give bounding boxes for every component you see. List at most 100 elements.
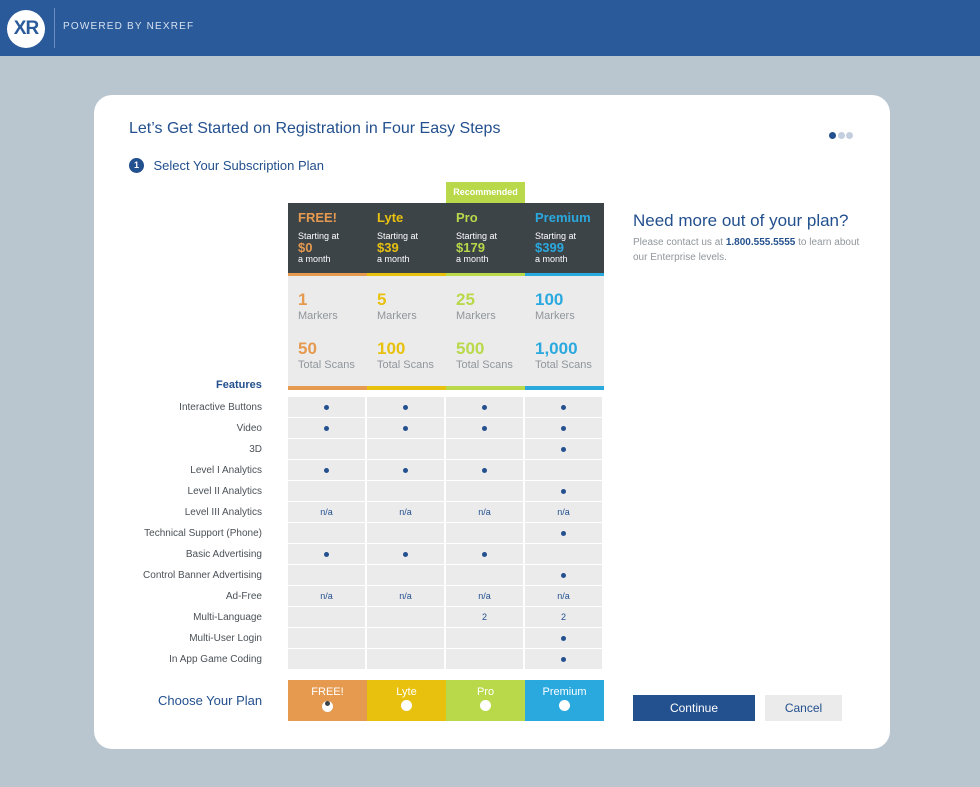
feature-label: Level III Analytics xyxy=(184,507,262,518)
feature-cell xyxy=(525,397,602,417)
feature-cell xyxy=(367,523,444,543)
enterprise-text-before: Please contact us at xyxy=(633,237,726,248)
plan-period: a month xyxy=(298,254,331,264)
feature-label: Video xyxy=(236,423,262,434)
plan-scans-count: 100 xyxy=(377,339,406,358)
feature-cell xyxy=(525,565,602,585)
feature-cell xyxy=(288,460,365,480)
feature-row: Video xyxy=(94,418,890,439)
feature-label: Interactive Buttons xyxy=(179,402,262,413)
plan-scans-label: Total Scans xyxy=(377,359,434,371)
plan-accent-bar xyxy=(288,273,367,276)
feature-row: Control Banner Advertising xyxy=(94,565,890,586)
plan-radio[interactable] xyxy=(480,700,491,711)
contact-phone[interactable]: 1.800.555.5555 xyxy=(725,237,796,248)
feature-cell: n/a xyxy=(367,502,444,522)
plan-accent-bar xyxy=(446,273,525,276)
feature-cell xyxy=(288,565,365,585)
feature-cell-value: n/a xyxy=(557,591,570,601)
plan-radio[interactable] xyxy=(322,701,333,712)
feature-cell xyxy=(525,481,602,501)
feature-label: Multi-User Login xyxy=(189,633,262,644)
feature-cell-value: n/a xyxy=(399,507,412,517)
included-dot-icon xyxy=(561,636,566,642)
feature-cell xyxy=(288,523,365,543)
enterprise-text: Please contact us at 1.800.555.5555 to l… xyxy=(633,235,873,265)
plan-header: Pro Starting at $179 a month xyxy=(446,203,525,273)
feature-cell: n/a xyxy=(525,586,602,606)
plan-option-label: Pro xyxy=(476,686,495,698)
cancel-button[interactable]: Cancel xyxy=(765,695,842,721)
progress-dot xyxy=(846,132,853,139)
xr-logo[interactable]: XR xyxy=(7,10,45,48)
feature-cell xyxy=(367,565,444,585)
included-dot-icon xyxy=(403,468,408,474)
plan-scans-label: Total Scans xyxy=(535,359,592,371)
plan-markers-count: 25 xyxy=(456,290,475,309)
feature-cell-value: n/a xyxy=(320,507,333,517)
feature-cell xyxy=(367,649,444,669)
plan-period: a month xyxy=(535,254,568,264)
feature-cell xyxy=(288,439,365,459)
continue-button[interactable]: Continue xyxy=(633,695,755,721)
included-dot-icon xyxy=(561,447,566,453)
plan-starting-label: Starting at xyxy=(298,231,340,241)
feature-cell xyxy=(525,523,602,543)
feature-cell xyxy=(446,460,523,480)
plan-markers-label: Markers xyxy=(535,310,575,322)
plan-column: Pro Starting at $179 a month 25 Markers … xyxy=(446,203,525,390)
progress-dot xyxy=(829,132,836,139)
feature-row: Interactive Buttons xyxy=(94,397,890,418)
plan-option[interactable]: Premium xyxy=(525,680,604,721)
feature-cell xyxy=(288,628,365,648)
plan-starting-label: Starting at xyxy=(456,231,498,241)
feature-label: Multi-Language xyxy=(193,612,262,623)
feature-row: 3D xyxy=(94,439,890,460)
step-label: Select Your Subscription Plan xyxy=(153,158,325,174)
plan-column: FREE! Starting at $0 a month 1 Markers 5… xyxy=(288,203,367,390)
plan-option[interactable]: Pro xyxy=(446,680,525,721)
plan-option[interactable]: FREE! xyxy=(288,680,367,721)
plan-starting-label: Starting at xyxy=(535,231,577,241)
feature-cell xyxy=(446,649,523,669)
included-dot-icon xyxy=(482,426,487,432)
feature-cell xyxy=(367,418,444,438)
plan-limits: 1 Markers 50 Total Scans xyxy=(288,276,367,386)
feature-label: Ad-Free xyxy=(225,591,262,602)
feature-label: Level I Analytics xyxy=(190,465,262,476)
plan-column: Premium Starting at $399 a month 100 Mar… xyxy=(525,203,604,390)
included-dot-icon xyxy=(561,405,566,411)
plan-name: Lyte xyxy=(377,210,404,225)
feature-cell xyxy=(288,649,365,669)
feature-cell xyxy=(288,544,365,564)
feature-cell xyxy=(446,481,523,501)
plan-option-label: FREE! xyxy=(311,686,344,698)
plan-name: FREE! xyxy=(298,210,337,225)
plan-markers-label: Markers xyxy=(298,310,338,322)
feature-cell xyxy=(288,418,365,438)
plan-header: Lyte Starting at $39 a month xyxy=(367,203,446,273)
plan-scans-count: 500 xyxy=(456,339,485,358)
feature-cell xyxy=(367,439,444,459)
plan-option[interactable]: Lyte xyxy=(367,680,446,721)
plan-radio[interactable] xyxy=(559,700,570,711)
feature-cell xyxy=(288,607,365,627)
feature-row: Technical Support (Phone) xyxy=(94,523,890,544)
plan-accent-bar xyxy=(525,386,604,390)
included-dot-icon xyxy=(403,552,408,558)
plan-accent-bar xyxy=(446,386,525,390)
feature-cell-value: 2 xyxy=(560,612,566,622)
feature-label: In App Game Coding xyxy=(169,654,262,665)
feature-cell xyxy=(288,481,365,501)
feature-label: Level II Analytics xyxy=(187,486,262,497)
feature-row: Basic Advertising xyxy=(94,544,890,565)
plan-accent-bar xyxy=(288,386,367,390)
plan-scans-label: Total Scans xyxy=(456,359,513,371)
feature-cell-value: n/a xyxy=(557,507,570,517)
plan-column: Lyte Starting at $39 a month 5 Markers 1… xyxy=(367,203,446,390)
plan-accent-bar xyxy=(367,386,446,390)
plan-limits: 100 Markers 1,000 Total Scans xyxy=(525,276,604,386)
feature-cell: 2 xyxy=(446,607,523,627)
feature-cell xyxy=(367,460,444,480)
plan-radio[interactable] xyxy=(401,700,412,711)
